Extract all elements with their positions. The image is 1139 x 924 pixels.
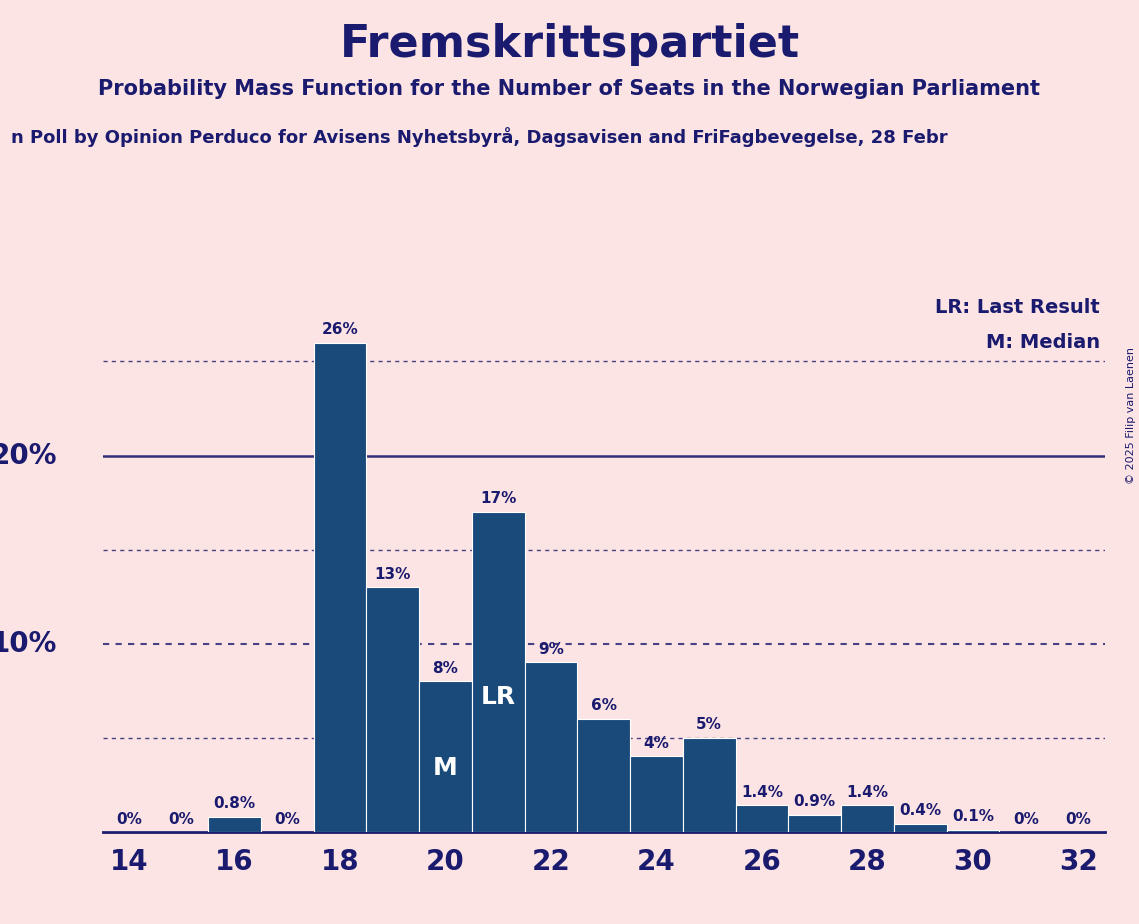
Text: © 2025 Filip van Laenen: © 2025 Filip van Laenen (1126, 347, 1136, 484)
Text: 1.4%: 1.4% (846, 784, 888, 799)
Text: 6%: 6% (591, 699, 616, 713)
Bar (788, 815, 841, 832)
Text: Probability Mass Function for the Number of Seats in the Norwegian Parliament: Probability Mass Function for the Number… (98, 79, 1041, 99)
Bar (472, 512, 525, 832)
Text: 0%: 0% (1013, 812, 1039, 827)
Text: 0.9%: 0.9% (794, 794, 836, 809)
Bar (525, 663, 577, 832)
Text: LR: LR (481, 686, 516, 710)
Bar (367, 587, 419, 832)
Text: n Poll by Opinion Perduco for Avisens Nyhetsbyrå, Dagsavisen and FriFagbevegelse: n Poll by Opinion Perduco for Avisens Ny… (11, 128, 948, 148)
Text: 9%: 9% (538, 642, 564, 657)
Text: 0.8%: 0.8% (213, 796, 255, 811)
Text: 26%: 26% (321, 322, 359, 337)
Text: 0.4%: 0.4% (899, 804, 941, 819)
Text: 20%: 20% (0, 442, 57, 469)
Text: LR: Last Result: LR: Last Result (935, 298, 1100, 317)
Bar (894, 824, 947, 832)
Bar (841, 806, 894, 832)
Text: 10%: 10% (0, 629, 57, 658)
Text: 17%: 17% (480, 492, 516, 506)
Text: M: M (433, 757, 458, 781)
Bar (630, 757, 682, 832)
Bar (736, 806, 788, 832)
Text: Fremskrittspartiet: Fremskrittspartiet (339, 23, 800, 67)
Text: 8%: 8% (433, 661, 458, 675)
Bar (419, 681, 472, 832)
Bar (682, 737, 736, 832)
Text: M: Median: M: Median (985, 334, 1100, 352)
Text: 13%: 13% (375, 566, 411, 581)
Bar (947, 830, 999, 832)
Text: 0%: 0% (169, 812, 195, 827)
Bar (208, 817, 261, 832)
Text: 5%: 5% (696, 717, 722, 732)
Text: 4%: 4% (644, 736, 670, 750)
Text: 0%: 0% (1065, 812, 1091, 827)
Bar (577, 719, 630, 832)
Text: 0.1%: 0.1% (952, 809, 994, 824)
Text: 0%: 0% (116, 812, 142, 827)
Text: 1.4%: 1.4% (741, 784, 782, 799)
Bar (313, 343, 367, 832)
Text: 0%: 0% (274, 812, 300, 827)
